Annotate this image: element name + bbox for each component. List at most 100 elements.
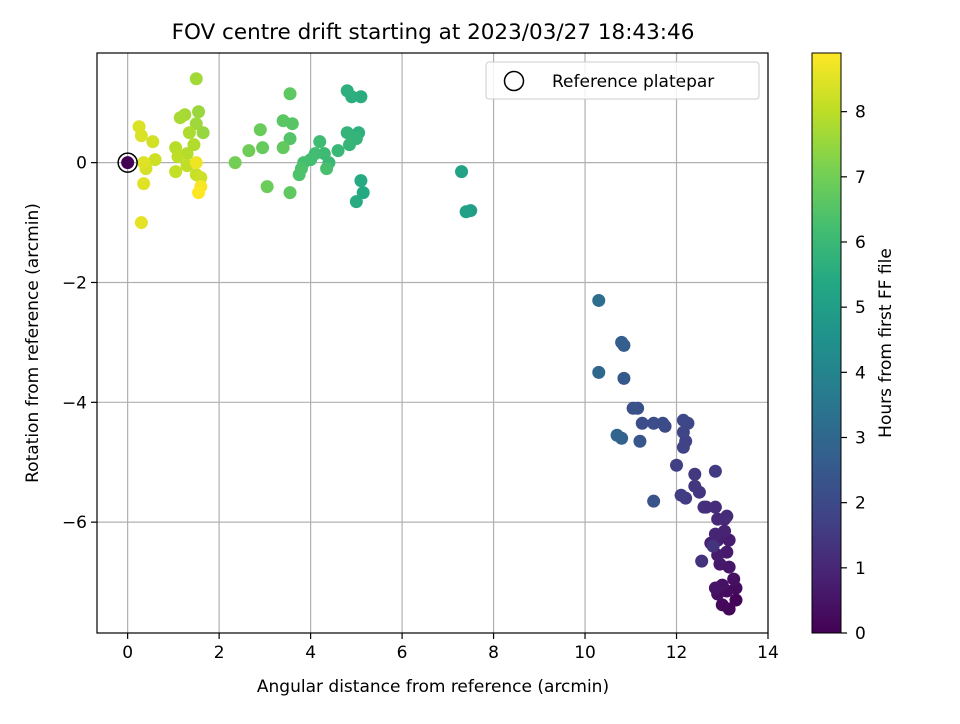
data-point: [196, 126, 210, 140]
legend-marker-reference: [503, 70, 525, 92]
data-point: [706, 539, 720, 553]
reference-platepar-marker: [117, 152, 138, 173]
y-tick-label: −2: [62, 273, 87, 293]
data-point: [121, 156, 135, 170]
data-point: [708, 464, 722, 478]
data-point: [283, 87, 297, 101]
data-point: [674, 488, 688, 502]
data-point: [137, 177, 151, 191]
plot-frame: [96, 52, 769, 634]
data-point: [283, 186, 297, 200]
data-point: [727, 572, 741, 586]
data-point: [729, 593, 743, 607]
data-point: [455, 165, 469, 179]
x-tick-label: 14: [757, 643, 779, 663]
colorbar-tick-label: 8: [855, 103, 866, 123]
data-point: [148, 153, 162, 167]
data-point: [228, 156, 242, 170]
legend-label-reference: Reference platepar: [552, 72, 714, 92]
colorbar-label: Hours from first FF file: [876, 248, 896, 438]
data-point: [626, 401, 640, 415]
y-axis-ticks: 0 −2 −4 −6: [62, 154, 97, 533]
data-point: [292, 168, 306, 182]
data-point: [356, 186, 370, 200]
data-points: [117, 72, 743, 616]
data-point: [592, 365, 606, 379]
data-point: [720, 509, 734, 523]
data-point: [331, 144, 345, 158]
data-point: [610, 428, 624, 442]
x-tick-label: 6: [397, 643, 408, 663]
colorbar-tick-label: 1: [855, 559, 866, 579]
data-point: [169, 165, 183, 179]
x-tick-label: 8: [488, 643, 499, 663]
data-point: [676, 413, 690, 427]
data-point: [340, 84, 354, 98]
y-tick-label: −4: [62, 393, 87, 413]
data-point: [647, 416, 661, 430]
colorbar-tick-label: 7: [855, 168, 866, 188]
data-point: [617, 371, 631, 385]
y-axis-label: Rotation from reference (arcmin): [23, 203, 43, 483]
data-point: [187, 138, 201, 152]
x-tick-label: 2: [214, 643, 225, 663]
legend-box: [485, 61, 760, 100]
data-point: [670, 458, 684, 472]
data-point: [189, 156, 203, 170]
data-point: [260, 180, 274, 194]
data-point: [633, 434, 647, 448]
x-axis-ticks: 0 2 4 6 8 10 12 14: [122, 633, 779, 663]
x-tick-label: 0: [122, 643, 133, 663]
data-point: [134, 216, 148, 230]
data-point: [242, 144, 256, 158]
data-point: [256, 141, 270, 155]
data-point: [656, 416, 670, 430]
colorbar-tick-label: 6: [855, 233, 866, 253]
data-point: [342, 138, 356, 152]
data-point: [182, 126, 196, 140]
data-point: [647, 494, 661, 508]
data-point: [189, 72, 203, 86]
data-point: [635, 416, 649, 430]
data-point: [688, 479, 702, 493]
data-point: [715, 598, 729, 612]
data-point: [146, 135, 160, 149]
data-point: [313, 135, 327, 149]
data-point: [320, 162, 334, 176]
data-point: [276, 114, 290, 128]
data-point: [189, 117, 203, 131]
x-tick-label: 12: [666, 643, 688, 663]
data-point: [615, 335, 629, 349]
colorbar-tick-label: 0: [855, 624, 866, 644]
data-point: [276, 141, 290, 155]
colorbar-tick-label: 5: [855, 298, 866, 318]
data-point: [459, 205, 473, 219]
data-point: [132, 120, 146, 134]
data-point: [354, 90, 368, 104]
data-point: [676, 440, 690, 454]
data-point: [695, 554, 709, 568]
colorbar-tick-label: 2: [855, 494, 866, 514]
data-point: [354, 174, 368, 188]
colorbar-tick-label: 3: [855, 428, 866, 448]
data-point: [194, 171, 208, 185]
data-point: [708, 527, 722, 541]
data-point: [192, 186, 206, 200]
data-point: [688, 467, 702, 481]
y-tick-label: 0: [76, 154, 87, 174]
y-tick-label: −6: [62, 513, 87, 533]
data-point: [592, 293, 606, 307]
data-point: [137, 156, 151, 170]
data-point: [317, 147, 331, 161]
data-point: [171, 150, 185, 164]
legend: Reference platepar: [485, 61, 760, 100]
data-point: [253, 123, 267, 137]
x-tick-label: 4: [305, 643, 316, 663]
chart-title: FOV centre drift starting at 2023/03/27 …: [172, 20, 695, 45]
x-tick-label: 10: [574, 643, 596, 663]
colorbar-tick-label: 4: [855, 363, 866, 383]
data-point: [192, 105, 206, 119]
data-point: [708, 500, 722, 514]
